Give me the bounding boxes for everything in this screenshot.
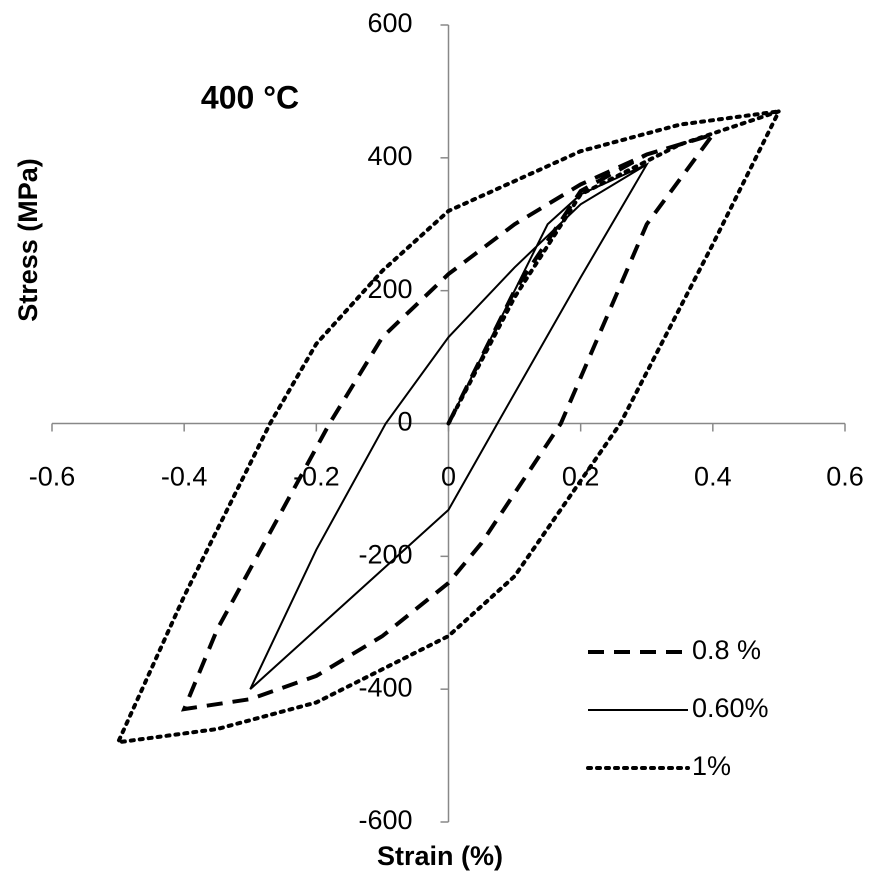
x-tick-label: 0.4 xyxy=(694,462,732,492)
y-axis-label: Stress (MPa) xyxy=(13,158,43,322)
legend-label: 0.60% xyxy=(692,693,769,723)
y-tick-label: 0 xyxy=(397,407,412,437)
x-axis-label: Strain (%) xyxy=(377,841,503,871)
x-tick-label: 0.2 xyxy=(562,462,600,492)
y-tick-label: -200 xyxy=(358,539,412,569)
x-tick-label: 0 xyxy=(441,462,456,492)
y-tick-label: 400 xyxy=(367,141,412,171)
x-tick-label: 0.6 xyxy=(826,462,864,492)
data-line xyxy=(114,107,783,745)
x-tick-label: -0.6 xyxy=(29,462,76,492)
legend-label: 1% xyxy=(692,751,731,781)
data-line xyxy=(249,162,650,690)
x-tick-label: -0.4 xyxy=(161,462,208,492)
chart-title: 400 °C xyxy=(201,79,299,115)
y-tick-label: -600 xyxy=(358,805,412,835)
y-tick-label: 600 xyxy=(367,8,412,38)
data-line xyxy=(180,130,719,712)
legend-label: 0.8 % xyxy=(692,635,761,665)
